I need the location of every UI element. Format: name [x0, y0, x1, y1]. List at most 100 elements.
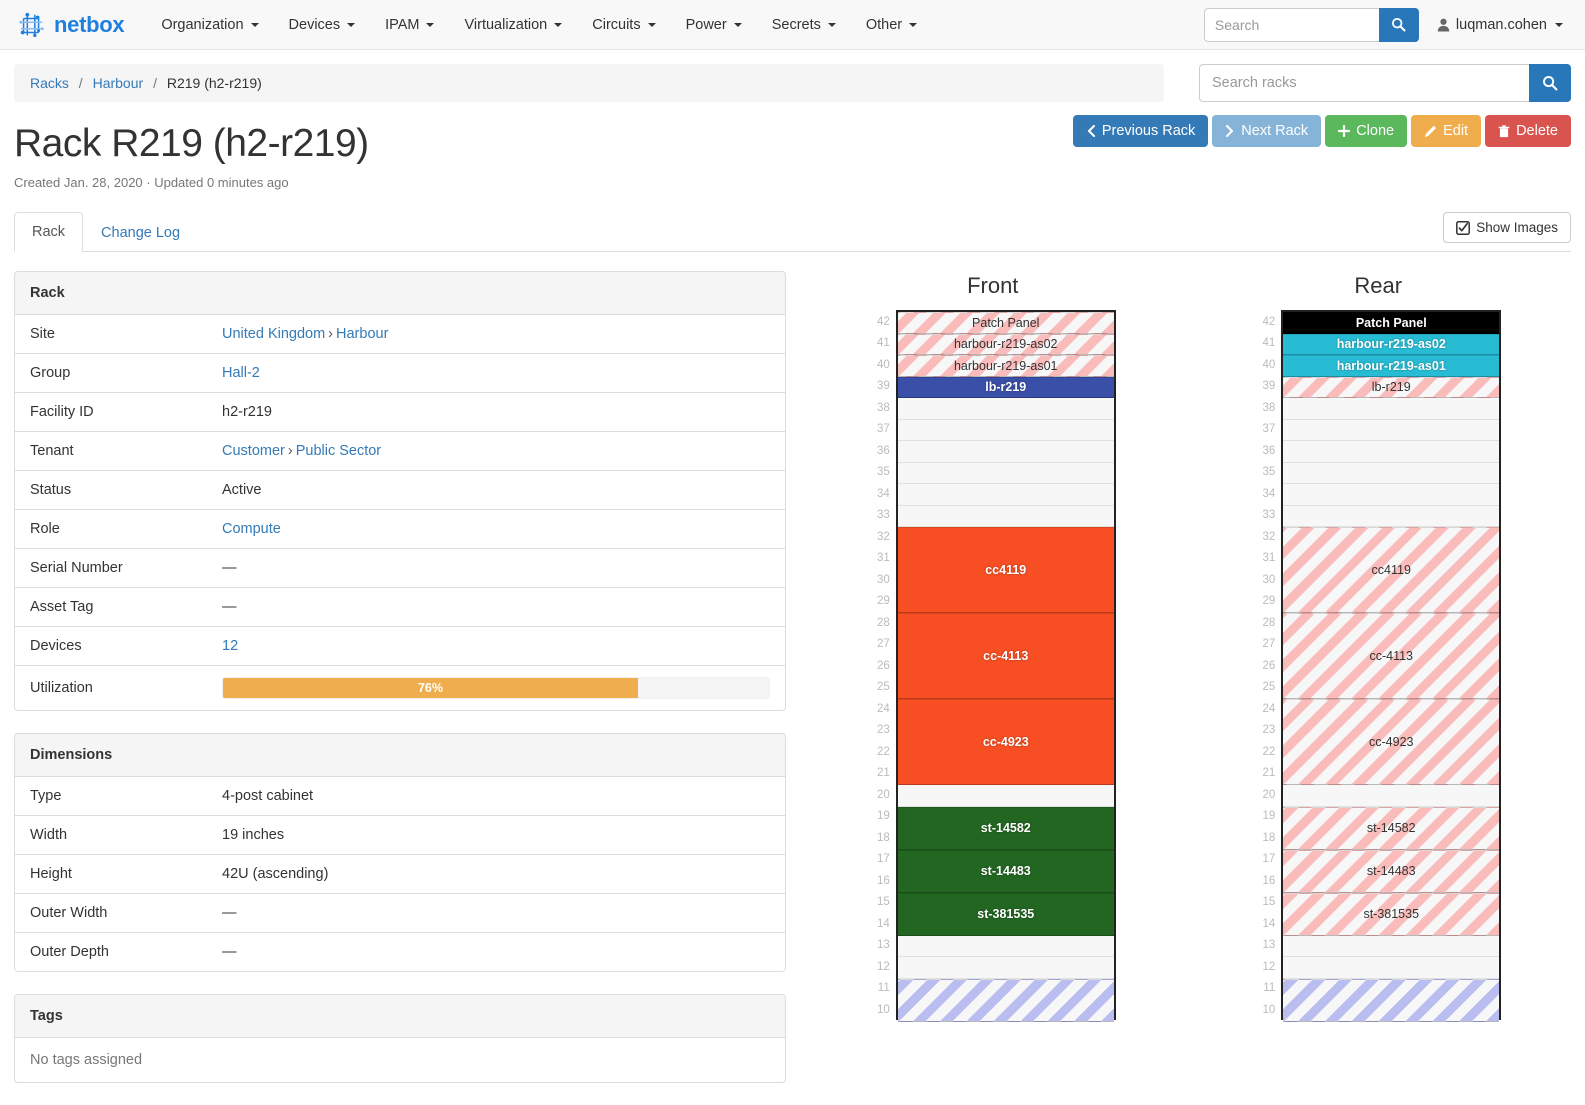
- rack-device-label: Patch Panel: [1355, 315, 1427, 330]
- role-link[interactable]: Compute: [222, 521, 281, 537]
- unit-number-label: 40: [876, 358, 890, 371]
- row-value: 19 inches: [207, 815, 785, 855]
- row-key: Devices: [15, 626, 207, 666]
- nav-item-organization[interactable]: Organization: [146, 9, 273, 41]
- rack-unit-empty[interactable]: [897, 441, 1114, 463]
- rack-device-cc-4113[interactable]: cc-4113: [1283, 613, 1500, 699]
- nav-item-devices[interactable]: Devices: [274, 9, 371, 41]
- unit-number-label: 40: [1262, 358, 1276, 371]
- rack-device-harbour-r219-as01[interactable]: harbour-r219-as01: [897, 355, 1114, 377]
- previous-rack-button[interactable]: Previous Rack: [1072, 115, 1209, 147]
- rack-unit-reserved[interactable]: [1283, 978, 1500, 1022]
- rack-device-harbour-r219-as01[interactable]: harbour-r219-as01: [1283, 355, 1500, 377]
- tab-rack[interactable]: Rack: [14, 212, 84, 252]
- dimensions-table: Type 4-post cabinet Width 19 inches Heig…: [15, 777, 785, 971]
- rack-device-cc-4923[interactable]: cc-4923: [897, 699, 1114, 785]
- rack-unit-empty[interactable]: [897, 398, 1114, 420]
- row-key: Asset Tag: [15, 587, 207, 627]
- rack-unit-empty[interactable]: [897, 957, 1114, 979]
- global-search-button[interactable]: [1378, 7, 1419, 42]
- rack-unit-empty[interactable]: [897, 419, 1114, 441]
- table-row: Asset Tag —: [15, 587, 785, 627]
- nav-item-power[interactable]: Power: [671, 9, 757, 41]
- rack-device-st-381535[interactable]: st-381535: [1283, 892, 1500, 936]
- nav-item-other[interactable]: Other: [851, 9, 932, 41]
- nav-item-ipam[interactable]: IPAM: [370, 9, 449, 41]
- site-region-link[interactable]: United Kingdom: [222, 326, 326, 342]
- rack-device-label: Patch Panel: [972, 315, 1040, 330]
- rack-device-harbour-r219-as02[interactable]: harbour-r219-as02: [1283, 333, 1500, 355]
- table-row: Type 4-post cabinet: [15, 777, 785, 816]
- tenant-group-link[interactable]: Customer: [222, 443, 285, 459]
- breadcrumb-separator: /: [153, 75, 157, 91]
- trash-icon: [1498, 124, 1510, 137]
- rack-unit-empty[interactable]: [897, 935, 1114, 957]
- breadcrumb: Racks / Harbour / R219 (h2-r219): [14, 64, 1164, 102]
- edit-button[interactable]: Edit: [1411, 115, 1482, 147]
- breadcrumb-link-site[interactable]: Harbour: [92, 75, 144, 91]
- breadcrumb-link-racks[interactable]: Racks: [30, 75, 69, 91]
- next-rack-button[interactable]: Next Rack: [1212, 115, 1322, 147]
- tab-change-log[interactable]: Change Log: [83, 213, 198, 252]
- group-link[interactable]: Hall-2: [222, 365, 260, 381]
- rack-unit-empty[interactable]: [1283, 785, 1500, 807]
- user-menu[interactable]: luqman.cohen: [1437, 17, 1563, 33]
- main-row: Rack Site United Kingdom › Harbour Group H…: [14, 271, 1571, 1105]
- chevron-down-icon: [426, 22, 435, 27]
- row-value: Hall-2: [207, 353, 785, 393]
- chevron-down-icon: [827, 22, 836, 27]
- rear-rack-frame: Patch Panel harbour-r219-as02 harbour-r219…: [1281, 310, 1502, 1022]
- rack-unit-empty[interactable]: [1283, 935, 1500, 957]
- rack-device-cc-4113[interactable]: cc-4113: [897, 613, 1114, 699]
- clone-button[interactable]: Clone: [1325, 115, 1408, 147]
- rack-device-st-14483[interactable]: st-14483: [1283, 849, 1500, 893]
- rack-search-button[interactable]: [1529, 64, 1571, 102]
- global-search-input[interactable]: [1203, 7, 1379, 42]
- utilization-progress: 76%: [222, 677, 770, 699]
- nav-label: Organization: [161, 16, 244, 33]
- tenant-link[interactable]: Public Sector: [295, 443, 382, 459]
- devices-count-link[interactable]: 12: [222, 638, 239, 654]
- rack-unit-empty[interactable]: [1283, 441, 1500, 463]
- rack-device-lb-r219[interactable]: lb-r219: [1283, 376, 1500, 398]
- rack-search-input[interactable]: [1199, 64, 1529, 102]
- delete-button[interactable]: Delete: [1485, 115, 1571, 147]
- rack-device-st-14483[interactable]: st-14483: [897, 849, 1114, 893]
- rack-device-Patch Panel[interactable]: Patch Panel: [1283, 312, 1500, 334]
- rack-device-Patch Panel[interactable]: Patch Panel: [897, 312, 1114, 334]
- rack-device-st-14582[interactable]: st-14582: [1283, 806, 1500, 850]
- unit-number-label: 28: [876, 616, 890, 629]
- rack-device-cc4119[interactable]: cc4119: [897, 527, 1114, 613]
- search-icon: [1543, 76, 1558, 91]
- rack-unit-empty[interactable]: [1283, 505, 1500, 527]
- rack-unit-empty[interactable]: [1283, 484, 1500, 506]
- unit-number-label: 12: [876, 960, 890, 973]
- nav-item-circuits[interactable]: Circuits: [577, 9, 670, 41]
- rack-device-cc-4923[interactable]: cc-4923: [1283, 699, 1500, 785]
- rack-unit-empty[interactable]: [1283, 957, 1500, 979]
- status-badge: Active: [207, 470, 785, 510]
- rack-device-cc4119[interactable]: cc4119: [1283, 527, 1500, 613]
- rack-unit-empty[interactable]: [1283, 419, 1500, 441]
- show-images-button[interactable]: Show Images: [1443, 212, 1571, 243]
- site-link[interactable]: Harbour: [336, 326, 389, 342]
- chevron-down-icon: [250, 22, 259, 27]
- rack-unit-empty[interactable]: [897, 505, 1114, 527]
- rack-unit-empty[interactable]: [1283, 398, 1500, 420]
- nav-item-secrets[interactable]: Secrets: [757, 9, 851, 41]
- rack-unit-empty[interactable]: [1283, 462, 1500, 484]
- front-rack-frame: Patch Panel harbour-r219-as02 harbour-r219…: [895, 310, 1116, 1022]
- rack-unit-reserved[interactable]: [897, 978, 1114, 1022]
- rack-unit-empty[interactable]: [897, 462, 1114, 484]
- rack-device-harbour-r219-as02[interactable]: harbour-r219-as02: [897, 333, 1114, 355]
- rack-device-st-381535[interactable]: st-381535: [897, 892, 1114, 936]
- rack-unit-empty[interactable]: [897, 484, 1114, 506]
- rack-panel-title: Rack: [15, 272, 785, 315]
- rack-device-st-14582[interactable]: st-14582: [897, 806, 1114, 850]
- rack-device-label: cc-4923: [982, 735, 1029, 749]
- nav-item-virtualization[interactable]: Virtualization: [449, 9, 577, 41]
- rack-unit-empty[interactable]: [897, 785, 1114, 807]
- netbox-brand[interactable]: netbox: [12, 10, 125, 40]
- rack-elevations: Front 42 41 40 39 38 37 36 35 34 33 32 31 30 29 28 27 26…: [800, 271, 1571, 1105]
- rack-device-lb-r219[interactable]: lb-r219: [897, 376, 1114, 398]
